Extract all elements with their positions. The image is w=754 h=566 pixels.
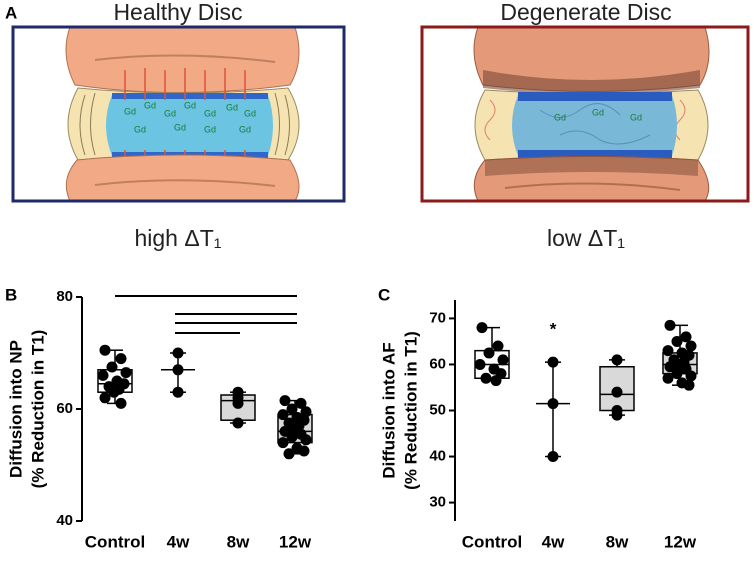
- panel-title: Degenerate Disc: [500, 0, 671, 25]
- y-axis-label: Diffusion into AF: [379, 342, 398, 478]
- panel-label: C: [378, 285, 390, 304]
- panel-label: B: [5, 285, 17, 304]
- data-point: [232, 397, 244, 409]
- y-tick-label: 40: [56, 512, 73, 529]
- panel-caption: low ΔT₁: [547, 225, 625, 251]
- panel-caption: high ΔT₁: [134, 225, 221, 251]
- data-point: [99, 392, 111, 404]
- x-tick-label: 8w: [606, 532, 629, 551]
- y-axis-label: Diffusion into NP: [6, 340, 25, 478]
- data-point: [685, 370, 697, 382]
- y-axis-label: (% Reduction in T1): [28, 330, 47, 489]
- data-point: [283, 448, 295, 460]
- data-point: [474, 358, 486, 370]
- frame: [420, 25, 750, 203]
- y-tick-label: 80: [56, 288, 73, 305]
- gd-label: Gd: [554, 112, 566, 122]
- data-point: [115, 397, 127, 409]
- y-tick-label: 70: [429, 309, 446, 326]
- x-tick-label: 12w: [279, 532, 312, 551]
- y-tick-label: 60: [56, 400, 73, 417]
- data-point: [671, 335, 683, 347]
- data-point: [490, 375, 502, 387]
- x-tick-label: Control: [462, 532, 522, 551]
- gd-label: Gd: [204, 124, 216, 134]
- data-point: [547, 451, 559, 463]
- data-point: [286, 403, 298, 415]
- gd-label: Gd: [592, 107, 604, 117]
- gd-label: Gd: [239, 124, 251, 134]
- gd-label: Gd: [226, 102, 238, 112]
- data-point: [492, 340, 504, 352]
- data-point: [232, 417, 244, 429]
- panel-label: A: [5, 3, 17, 22]
- data-point: [279, 395, 291, 407]
- gd-label: Gd: [174, 122, 186, 132]
- data-point: [683, 379, 695, 391]
- y-tick-label: 60: [429, 355, 446, 372]
- data-point: [662, 345, 674, 357]
- data-point: [298, 445, 310, 457]
- data-point: [172, 364, 184, 376]
- data-point: [108, 386, 120, 398]
- data-point: [115, 353, 127, 365]
- x-tick-label: 12w: [664, 532, 697, 551]
- gd-label: Gd: [144, 100, 156, 110]
- degenerate-disc: [473, 27, 710, 201]
- gd-label: Gd: [164, 108, 176, 118]
- data-point: [662, 372, 674, 384]
- gd-label: Gd: [204, 108, 216, 118]
- data-point: [476, 322, 488, 334]
- panel-title: Healthy Disc: [113, 0, 242, 25]
- data-point: [611, 354, 623, 366]
- y-tick-label: 40: [429, 448, 446, 465]
- data-point: [547, 356, 559, 368]
- y-axis-label: (% Reduction in T1): [401, 331, 420, 490]
- significance-bars: [115, 295, 297, 334]
- data-point: [480, 372, 492, 384]
- frame: [11, 25, 346, 203]
- data-point: [106, 361, 118, 373]
- gd-label: Gd: [630, 112, 642, 122]
- data-point: [97, 369, 109, 381]
- annotation: *: [550, 319, 557, 338]
- gd-label: Gd: [184, 100, 196, 110]
- data-point: [547, 398, 559, 410]
- data-point: [680, 331, 692, 343]
- data-point: [300, 406, 312, 418]
- gd-label: Gd: [124, 106, 136, 116]
- healthy-disc: [65, 27, 300, 201]
- data-point: [286, 431, 298, 443]
- y-tick-label: 50: [429, 401, 446, 418]
- data-point: [172, 386, 184, 398]
- data-point: [120, 367, 132, 379]
- data-point: [99, 344, 111, 356]
- gd-label: Gd: [134, 124, 146, 134]
- data-point: [295, 397, 307, 409]
- data-point: [277, 409, 289, 421]
- x-tick-label: Control: [85, 532, 145, 551]
- data-point: [611, 409, 623, 421]
- data-point: [172, 347, 184, 359]
- data-point: [300, 434, 312, 446]
- gd-label: Gd: [244, 108, 256, 118]
- y-tick-label: 30: [429, 494, 446, 511]
- x-tick-label: 8w: [227, 532, 250, 551]
- x-tick-label: 4w: [542, 532, 565, 551]
- data-point: [611, 386, 623, 398]
- data-point: [277, 437, 289, 449]
- x-tick-label: 4w: [167, 532, 190, 551]
- data-point: [671, 368, 683, 380]
- data-point: [664, 361, 676, 373]
- data-point: [664, 319, 676, 331]
- data-point: [497, 354, 509, 366]
- data-point: [685, 340, 697, 352]
- data-point: [483, 347, 495, 359]
